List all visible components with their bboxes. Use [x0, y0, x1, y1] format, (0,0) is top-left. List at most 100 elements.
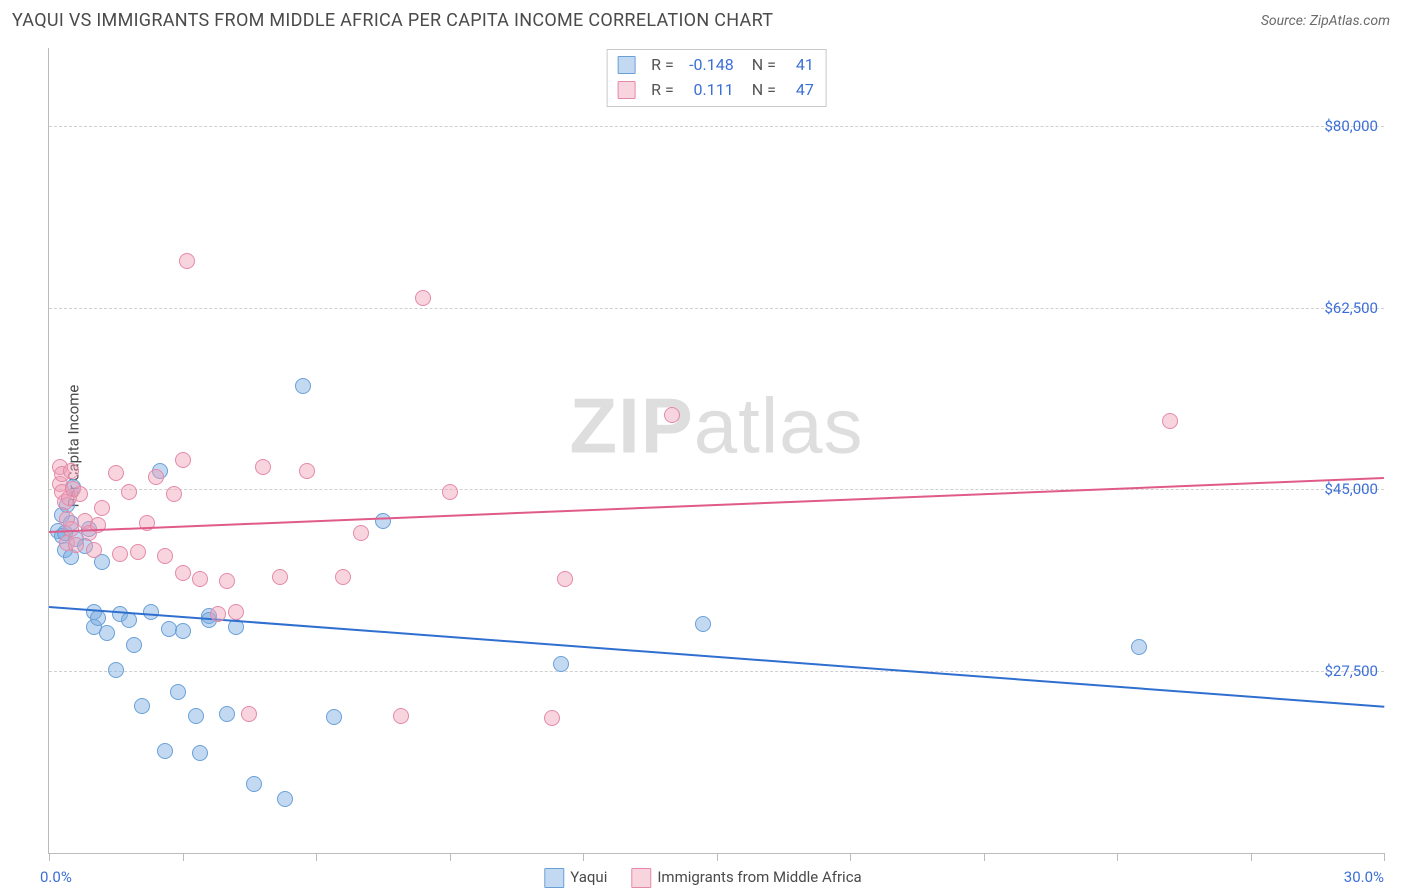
data-point [63, 463, 79, 479]
data-point [192, 571, 208, 587]
data-point [68, 537, 84, 553]
data-point [143, 604, 159, 620]
data-point [544, 710, 560, 726]
source-credit: Source: ZipAtlas.com [1261, 13, 1390, 29]
data-point [130, 544, 146, 560]
data-point [353, 525, 369, 541]
r-value: 0.111 [684, 78, 734, 103]
data-point [108, 662, 124, 678]
data-point [664, 407, 680, 423]
data-point [157, 548, 173, 564]
data-point [166, 486, 182, 502]
x-tick [49, 853, 50, 861]
data-point [335, 569, 351, 585]
data-point [148, 469, 164, 485]
n-value: 41 [786, 53, 814, 78]
x-axis-min-label: 0.0% [40, 868, 72, 886]
trend-line [49, 606, 1384, 708]
x-tick [717, 853, 718, 861]
x-axis-max-label: 30.0% [1344, 868, 1384, 886]
x-tick [450, 853, 451, 861]
data-point [393, 708, 409, 724]
data-point [175, 452, 191, 468]
data-point [179, 253, 195, 269]
x-tick [1251, 853, 1252, 861]
data-point [326, 709, 342, 725]
x-tick [1117, 853, 1118, 861]
x-tick [183, 853, 184, 861]
y-tick-label: $62,500 [1324, 299, 1378, 317]
data-point [86, 542, 102, 558]
data-point [188, 708, 204, 724]
data-point [72, 486, 88, 502]
data-point [241, 706, 257, 722]
correlation-stats-box: R = -0.148 N = 41 R = 0.111 N = 47 [606, 49, 827, 107]
watermark: ZIPatlas [569, 381, 863, 472]
data-point [246, 776, 262, 792]
y-tick-label: $27,500 [1324, 662, 1378, 680]
legend-swatch [544, 868, 564, 888]
data-point [134, 698, 150, 714]
data-point [94, 500, 110, 516]
data-point [121, 612, 137, 628]
data-point [299, 463, 315, 479]
series-swatch [617, 81, 635, 99]
data-point [219, 573, 235, 589]
legend-label: Immigrants from Middle Africa [657, 868, 861, 886]
r-value: -0.148 [684, 53, 734, 78]
data-point [175, 623, 191, 639]
data-point [99, 625, 115, 641]
data-point [126, 637, 142, 653]
data-point [210, 606, 226, 622]
stats-row: R = 0.111 N = 47 [617, 78, 814, 103]
data-point [108, 465, 124, 481]
stats-row: R = -0.148 N = 41 [617, 53, 814, 78]
trend-line [49, 477, 1384, 533]
series-swatch [617, 56, 635, 74]
data-point [695, 616, 711, 632]
n-label: N = [752, 53, 776, 78]
data-point [255, 459, 271, 475]
data-point [272, 569, 288, 585]
x-tick [583, 853, 584, 861]
gridline [49, 489, 1384, 490]
data-point [90, 610, 106, 626]
data-point [219, 706, 235, 722]
x-tick [1384, 853, 1385, 861]
legend-item: Immigrants from Middle Africa [631, 868, 861, 888]
data-point [553, 656, 569, 672]
data-point [557, 571, 573, 587]
gridline [49, 308, 1384, 309]
data-point [375, 513, 391, 529]
legend-label: Yaqui [570, 868, 607, 886]
data-point [192, 745, 208, 761]
data-point [295, 378, 311, 394]
gridline [49, 126, 1384, 127]
x-tick [984, 853, 985, 861]
n-label: N = [752, 78, 776, 103]
data-point [415, 290, 431, 306]
n-value: 47 [786, 78, 814, 103]
legend: Yaqui Immigrants from Middle Africa [544, 868, 861, 888]
data-point [228, 604, 244, 620]
y-tick-label: $45,000 [1324, 480, 1378, 498]
data-point [442, 484, 458, 500]
legend-item: Yaqui [544, 868, 607, 888]
data-point [112, 546, 128, 562]
data-point [277, 791, 293, 807]
r-label: R = [651, 78, 674, 103]
chart-title: YAQUI VS IMMIGRANTS FROM MIDDLE AFRICA P… [12, 10, 773, 31]
data-point [1131, 639, 1147, 655]
y-tick-label: $80,000 [1324, 117, 1378, 135]
x-tick [850, 853, 851, 861]
data-point [175, 565, 191, 581]
r-label: R = [651, 53, 674, 78]
data-point [121, 484, 137, 500]
scatter-chart: ZIPatlas R = -0.148 N = 41 R = 0.111 N = 47 $27… [48, 48, 1384, 854]
data-point [170, 684, 186, 700]
data-point [157, 743, 173, 759]
x-tick [316, 853, 317, 861]
data-point [1162, 413, 1178, 429]
gridline [49, 671, 1384, 672]
legend-swatch [631, 868, 651, 888]
